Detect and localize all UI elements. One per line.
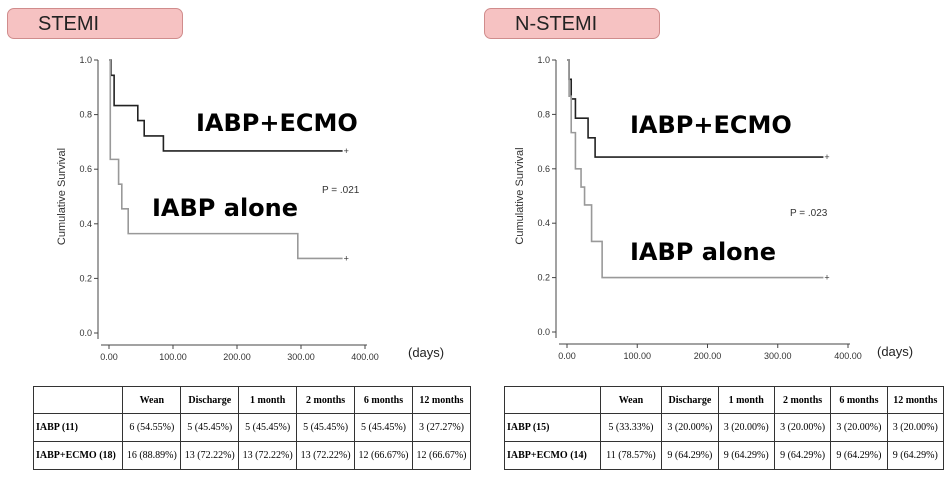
y-tick-label: 0.0 [537,327,550,337]
stemi-tag: STEMI [7,8,183,39]
table-row: IABP+ECMO (14) 11 (78.57%) 9 (64.29%) 9 (64… [504,441,945,470]
x-tick-label: 400.00 [834,351,862,361]
table-header-cell [32,386,124,414]
table-row-label: IABP+ECMO (14) [504,441,601,470]
table-header-cell: 12 months [886,386,945,414]
table-cell: 3 (27.27%) [411,413,472,442]
table-cell: 13 (72.22%) [180,441,240,470]
x-tick-label: 0.00 [558,351,576,361]
table-row-label: IABP+ECMO (18) [32,441,124,470]
table-cell: 3 (20.00%) [830,413,888,442]
y-tick-label: 0.6 [537,164,550,174]
table-cell: 9 (64.29%) [661,441,719,470]
table-header-cell: Discharge [180,386,240,414]
table-cell: 5 (33.33%) [599,413,663,442]
table-cell: 5 (45.45%) [296,413,356,442]
y-tick-label: 0.2 [79,273,92,283]
table-cell: 13 (72.22%) [238,441,298,470]
table-row: IABP (15) 5 (33.33%) 3 (20.00%) 3 (20.00%) 3… [504,413,945,442]
x-tick-label: 100.00 [159,352,187,362]
y-tick-label: 1.0 [537,55,550,65]
survival-line-iabp-ecmo [567,59,824,158]
table-cell: 5 (45.45%) [238,413,298,442]
y-tick-label: 0.6 [79,164,92,174]
survival-line-iabp-alone [567,59,824,279]
censor-mark: + [824,152,829,162]
y-tick-label: 0.4 [537,218,550,228]
series-label-iabp-ecmo: IABP+ECMO [196,109,358,137]
table-header-cell: 12 months [411,386,472,414]
table-row-label: IABP (11) [32,413,124,442]
y-tick-label: 0.8 [537,109,550,119]
table-cell: 12 (66.67%) [354,441,413,470]
series-label-iabp-alone: IABP alone [630,238,776,266]
nstemi-survival-chart: 0.0 0.2 0.4 0.6 0.8 1.0 0.00 100.00 200.00 300.00… [474,0,948,380]
table-cell: 9 (64.29%) [773,441,832,470]
table-cell: 9 (64.29%) [717,441,775,470]
table-cell: 16 (88.89%) [122,441,182,470]
censor-mark: + [344,146,349,156]
table-header-cell [504,386,601,414]
table-cell: 13 (72.22%) [296,441,356,470]
y-axis-label: Cumulative Survival [56,148,68,245]
x-tick-label: 0.00 [100,352,118,362]
x-axis-unit-label: (days) [408,345,444,360]
table-cell: 3 (20.00%) [717,413,775,442]
y-tick-label: 0.0 [79,328,92,338]
nstemi-tag: N-STEMI [484,8,660,39]
table-row-label: IABP (15) [504,413,601,442]
x-axis-unit-label: (days) [877,344,913,359]
y-tick-label: 0.2 [537,273,550,283]
x-tick-label: 200.00 [694,351,722,361]
table-header-cell: 2 months [773,386,832,414]
table-cell: 12 (66.67%) [411,441,472,470]
censor-mark: + [824,273,829,283]
table-cell: 11 (78.57%) [599,441,663,470]
table-header-cell: 6 months [354,386,413,414]
survival-line-iabp-alone [109,59,343,260]
y-tick-label: 0.4 [79,219,92,229]
table-row: IABP (11) 6 (54.55%) 5 (45.45%) 5 (45.45%) 5… [32,413,472,442]
y-axis-label: Cumulative Survival [514,147,526,244]
table-cell: 6 (54.55%) [122,413,182,442]
censor-mark: + [344,253,349,263]
stemi-survival-chart: 0.0 0.2 0.4 0.6 0.8 1.0 0.00 100.00 200.00 300.00… [0,0,474,380]
x-tick-label: 300.00 [764,351,792,361]
nstemi-outcome-table: Wean Discharge 1 month 2 months 6 months 12 m… [504,386,945,470]
table-cell: 9 (64.29%) [886,441,945,470]
table-header-cell: 1 month [717,386,775,414]
table-header-cell: Discharge [661,386,719,414]
y-tick-label: 0.8 [79,110,92,120]
stemi-panel: STEMI 0.0 0.2 0.4 0.6 0.8 1.0 0.00 100.00 200.00… [0,0,474,477]
table-cell: 5 (45.45%) [354,413,413,442]
table-cell: 3 (20.00%) [886,413,945,442]
p-value: P = .021 [322,185,360,196]
p-value: P = .023 [790,208,828,219]
table-header-row: Wean Discharge 1 month 2 months 6 months 12 m… [32,386,472,414]
x-tick-label: 200.00 [223,352,251,362]
x-tick-label: 300.00 [287,352,315,362]
table-row: IABP+ECMO (18) 16 (88.89%) 13 (72.22%) 13 (… [32,441,472,470]
table-cell: 3 (20.00%) [773,413,832,442]
nstemi-panel: N-STEMI 0.0 0.2 0.4 0.6 0.8 1.0 0.00 100.00 200.… [474,0,948,477]
series-label-iabp-alone: IABP alone [152,194,298,222]
stemi-outcome-table: Wean Discharge 1 month 2 months 6 months 12 m… [32,386,472,470]
series-label-iabp-ecmo: IABP+ECMO [630,111,792,139]
table-header-cell: 1 month [238,386,298,414]
table-cell: 3 (20.00%) [661,413,719,442]
table-header-cell: Wean [599,386,663,414]
table-cell: 5 (45.45%) [180,413,240,442]
table-header-row: Wean Discharge 1 month 2 months 6 months 12 m… [504,386,945,414]
y-tick-label: 1.0 [79,55,92,65]
table-header-cell: Wean [122,386,182,414]
table-cell: 9 (64.29%) [830,441,888,470]
survival-line-iabp-ecmo [109,59,343,152]
table-header-cell: 6 months [830,386,888,414]
x-tick-label: 100.00 [623,351,651,361]
table-header-cell: 2 months [296,386,356,414]
x-tick-label: 400.00 [351,352,379,362]
